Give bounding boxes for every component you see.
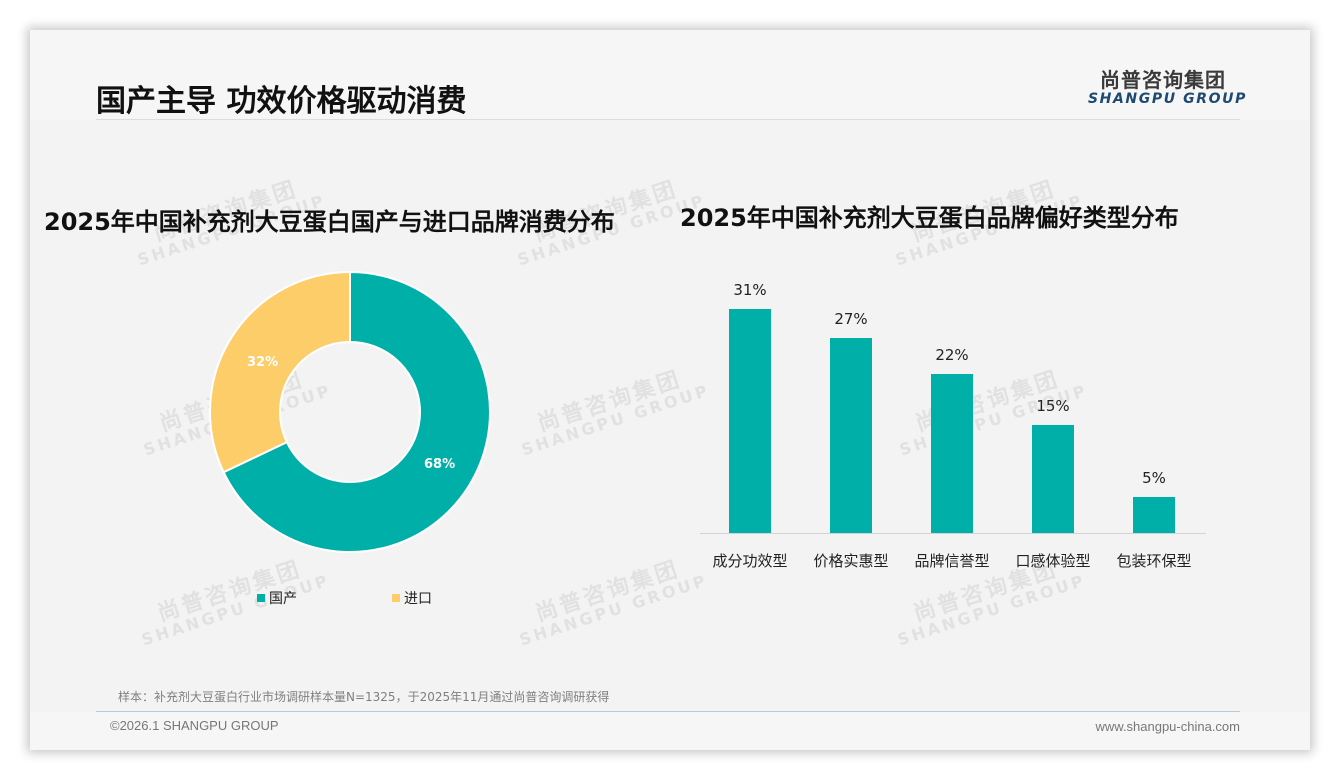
x-axis-label: 口感体验型 <box>1015 552 1091 570</box>
bar-chart-title: 2025年中国补充剂大豆蛋白品牌偏好类型分布 <box>680 204 1179 232</box>
bar-value: 22% <box>935 346 969 364</box>
bar-ingredient-efficacy[interactable] <box>729 309 771 533</box>
header-band <box>30 30 1310 120</box>
bar-price-value[interactable] <box>830 338 872 533</box>
donut-chart-svg <box>209 270 491 553</box>
donut-slice-domestic[interactable] <box>222 270 491 553</box>
bar-value: 5% <box>1142 469 1166 487</box>
bar-brand-reputation[interactable] <box>931 374 973 533</box>
donut-chart-title: 2025年中国补充剂大豆蛋白国产与进口品牌消费分布 <box>44 208 615 236</box>
legend-swatch-yellow <box>392 594 400 602</box>
donut-chart: 68% 32% <box>208 270 492 554</box>
legend-label: 进口 <box>404 591 432 607</box>
x-axis-label: 品牌信誉型 <box>914 552 990 570</box>
x-axis-label: 成分功效型 <box>712 552 788 570</box>
legend-item-imported: 进口 <box>392 588 432 608</box>
bar-value: 15% <box>1036 397 1070 415</box>
bar-chart: 31% 27% 22% 15% 5% 成分功效型 价格实惠型 品牌信誉型 口感体… <box>700 280 1206 580</box>
company-logo: 尚普咨询集团 SHANGPU GROUP <box>1088 64 1247 107</box>
header-divider <box>96 119 1240 120</box>
donut-slice-imported[interactable] <box>209 270 351 474</box>
logo-cn-text: 尚普咨询集团 <box>1100 68 1226 92</box>
donut-label-domestic: 68% <box>424 457 456 472</box>
bar-taste-experience[interactable] <box>1032 425 1074 533</box>
slide: 尚普咨询集团 SHANGPU GROUP 尚普咨询集团 SHANGPU GROUP … <box>30 30 1310 750</box>
legend-label: 国产 <box>269 591 297 607</box>
bar-eco-packaging[interactable] <box>1133 497 1175 533</box>
legend-swatch-teal <box>257 594 265 602</box>
x-axis-label: 包装环保型 <box>1116 552 1192 570</box>
legend-item-domestic: 国产 <box>257 588 297 608</box>
footer-band <box>30 712 1310 750</box>
bar-value: 27% <box>834 310 868 328</box>
x-axis-line <box>700 533 1206 534</box>
x-axis-label: 价格实惠型 <box>813 552 889 570</box>
copyright-text: ©2026.1 SHANGPU GROUP <box>110 718 279 733</box>
sample-note: 样本：补充剂大豆蛋白行业市场调研样本量N=1325，于2025年11月通过尚普咨… <box>118 690 610 704</box>
footer-divider <box>96 711 1240 712</box>
bar-value: 31% <box>733 281 767 299</box>
donut-label-imported: 32% <box>247 355 279 370</box>
logo-en-text: SHANGPU GROUP <box>1088 91 1247 107</box>
page-title: 国产主导 功效价格驱动消费 <box>96 84 467 119</box>
website-link[interactable]: www.shangpu-china.com <box>1095 719 1240 734</box>
